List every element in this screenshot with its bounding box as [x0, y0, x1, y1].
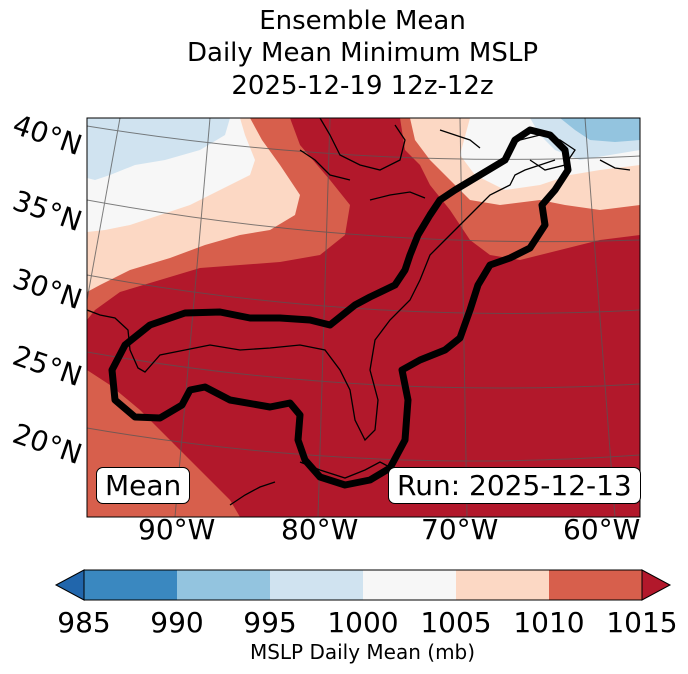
colorbar-bin-1005-1010 [456, 570, 549, 600]
lon-label-80: 80°W [281, 513, 359, 546]
field-995-1000 [87, 118, 230, 180]
coastlines [87, 118, 631, 506]
colorbar-bin-1000-1005 [363, 570, 456, 600]
colorbar [54, 569, 672, 601]
colorbar-tick: 1005 [420, 606, 492, 639]
run-box: Run: 2025-12-13 [388, 467, 641, 504]
colorbar-tick: 1010 [513, 606, 585, 639]
colorbar-bin-990-995 [177, 570, 270, 600]
colorbar-label: MSLP Daily Mean (mb) [249, 640, 476, 664]
colorbar-bin-995-1000 [270, 570, 363, 600]
colorbar-bin-1010-1015 [549, 570, 642, 600]
colorbar-tick: 985 [57, 606, 111, 639]
graticule [87, 118, 640, 517]
colorbar-tick: 1000 [327, 606, 399, 639]
colorbar-bin-985-990 [84, 570, 177, 600]
colorbar-tick: 990 [150, 606, 204, 639]
mean-contour [108, 126, 572, 489]
map-frame [86, 117, 641, 518]
lon-label-60: 60°W [563, 513, 641, 546]
colorbar-under [54, 569, 85, 601]
lon-label-70: 70°W [421, 513, 499, 546]
colorbar-tick: 1015 [606, 606, 678, 639]
title-line-1: Ensemble Mean [259, 6, 466, 36]
colorbar-tick: 995 [243, 606, 297, 639]
title-line-3: 2025-12-19 12z-12z [231, 71, 494, 101]
lon-label-90: 90°W [138, 513, 216, 546]
mean-box: Mean [96, 467, 191, 504]
field-990-995 [560, 118, 640, 142]
title-line-2: Daily Mean Minimum MSLP [186, 38, 538, 68]
colorbar-over [641, 569, 672, 601]
